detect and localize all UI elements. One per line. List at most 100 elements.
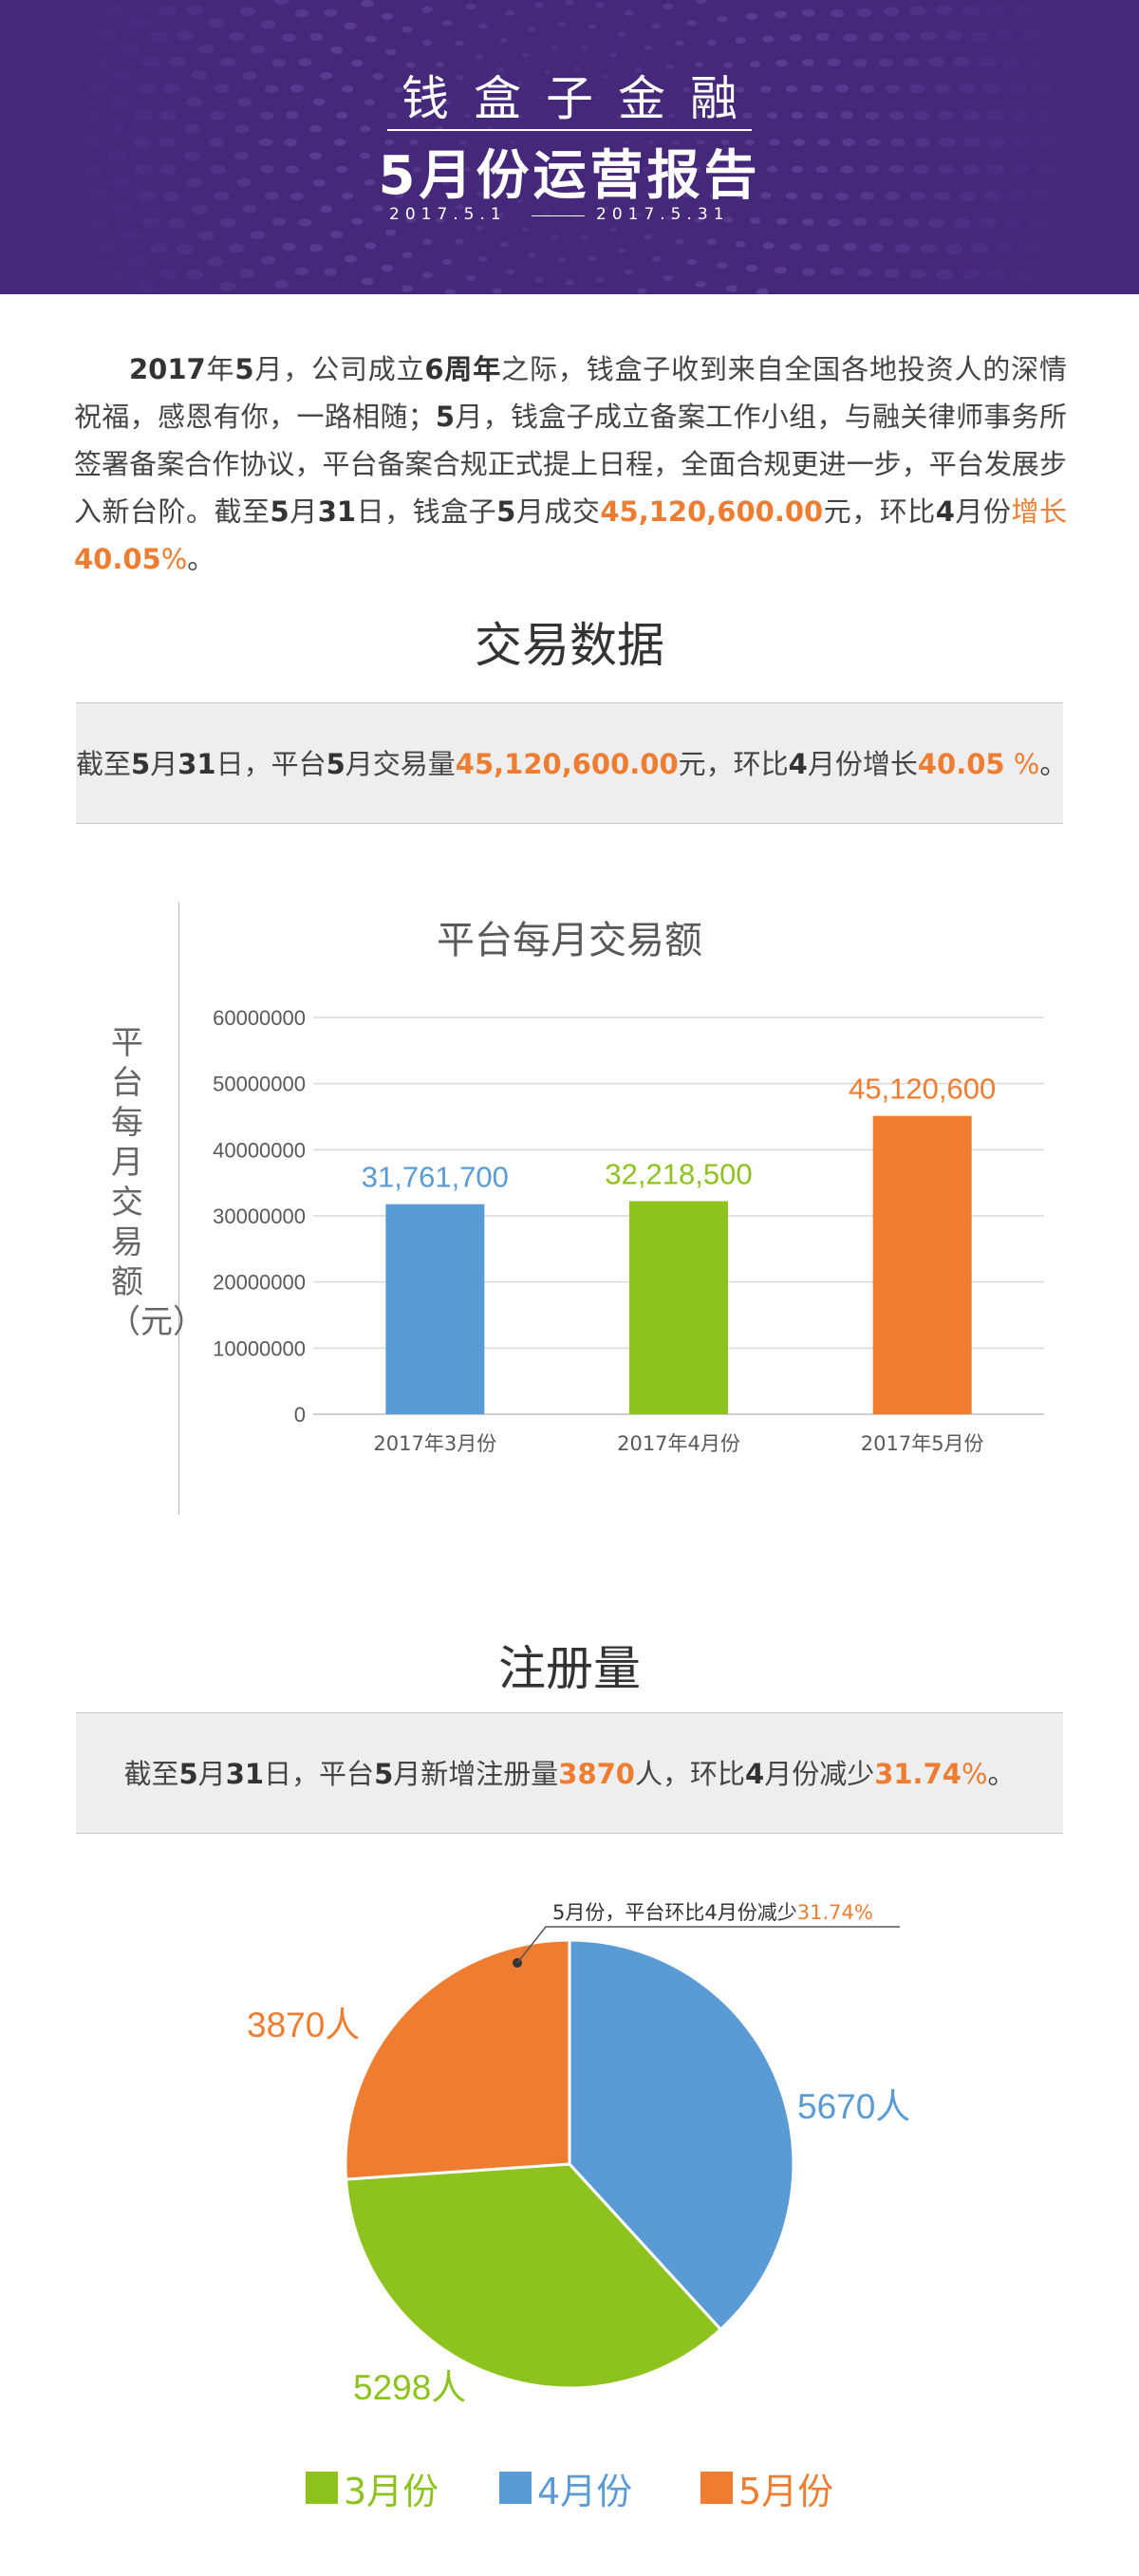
header-dot	[312, 178, 326, 187]
header-dot	[361, 0, 374, 8]
header-dot	[557, 257, 567, 263]
header-dot	[971, 243, 990, 254]
header-dot	[98, 243, 119, 255]
header-dot	[843, 242, 857, 252]
header-dot	[91, 216, 112, 229]
header-dot	[320, 71, 333, 80]
header-dot	[421, 238, 433, 246]
header-dot	[1020, 29, 1041, 42]
header-dot	[625, 269, 634, 275]
header-dot	[868, 243, 885, 252]
bar-y-tick-label: 50000000	[213, 1073, 306, 1096]
header-dot	[444, 289, 456, 294]
header-dot	[717, 262, 728, 270]
header-dot	[767, 112, 778, 120]
header-dot	[888, 111, 905, 121]
header-dot	[840, 111, 854, 120]
header-dot	[903, 217, 920, 228]
header-dot	[394, 192, 404, 198]
header-dot	[696, 140, 705, 145]
header-dot	[567, 192, 572, 196]
brand-name: 钱盒子金融	[401, 71, 762, 126]
header-dot	[495, 67, 504, 73]
header-dot	[617, 31, 626, 37]
header-dot	[706, 39, 718, 47]
header-dot	[137, 84, 156, 95]
header-dot	[551, 234, 558, 240]
header-dot	[360, 125, 371, 133]
header-dot	[134, 163, 153, 175]
header-dot	[324, 9, 337, 17]
header-dot	[883, 269, 900, 278]
header-dot	[98, 29, 119, 42]
header-dot	[401, 285, 413, 292]
header-dot	[114, 69, 134, 82]
header-dot	[405, 216, 417, 223]
header-dot	[852, 217, 868, 227]
bar-2	[872, 1115, 972, 1414]
header-dot	[505, 9, 514, 16]
header-dot	[888, 164, 905, 174]
header-dot	[168, 56, 186, 67]
header-dot	[840, 165, 854, 174]
header-dot	[667, 166, 676, 172]
header-dot	[233, 151, 250, 160]
trade-volume: 45,120,600.00	[455, 748, 679, 780]
intro-paragraph: 2017年5月，公司成立6周年之际，钱盒子收到来自全国各地投资人的深情祝福，感恩…	[74, 353, 1067, 575]
header-dot	[815, 111, 829, 120]
header-dot	[581, 45, 588, 50]
header-dot	[635, 67, 644, 73]
header-dot	[197, 231, 215, 241]
header-dot	[110, 96, 130, 108]
header-dot	[791, 165, 803, 174]
header-dot	[1007, 190, 1027, 202]
bar-0	[385, 1204, 485, 1414]
header-dot	[642, 113, 649, 119]
header-dot	[342, 84, 354, 93]
header-dot	[865, 164, 879, 174]
pie-slice-2	[344, 1938, 571, 2181]
header-dot	[344, 254, 357, 263]
header-dot	[260, 20, 276, 29]
header-dot	[421, 6, 433, 13]
header-dot	[108, 123, 128, 135]
register-summary-band: 截至5月31日，平台5月新增注册量3870人，环比4月份减少31.74%。	[76, 1712, 1063, 1834]
header-dot	[84, 163, 104, 176]
header-dot	[842, 138, 855, 147]
header-dot	[635, 212, 644, 217]
header-dot	[282, 33, 296, 43]
header-dot	[294, 9, 309, 18]
header-dot	[827, 58, 841, 66]
register-decline: 31.74	[874, 1758, 962, 1790]
header-dot	[939, 137, 956, 148]
header-dot	[722, 216, 734, 223]
header-dot	[383, 139, 395, 146]
header-dot	[581, 234, 588, 240]
header-dot	[298, 58, 312, 66]
header-dot	[883, 7, 900, 16]
header-dot	[682, 192, 691, 198]
header-dot	[626, 189, 633, 195]
header-dot	[935, 5, 953, 15]
header-dot	[214, 84, 230, 94]
header-dot	[420, 193, 431, 199]
header-dot	[133, 137, 152, 148]
legend-item-may: 5月份	[700, 2464, 833, 2512]
header-dot	[114, 203, 134, 215]
header-dot	[835, 192, 849, 201]
header-dot	[718, 166, 727, 173]
header-dot	[364, 35, 377, 43]
header-dot	[465, 275, 476, 282]
header-dot	[108, 150, 128, 161]
header-dot	[663, 275, 674, 282]
header-dot	[442, 179, 451, 186]
header-dot	[285, 111, 299, 120]
header-dot	[742, 112, 753, 120]
header-dot	[938, 164, 955, 175]
header-dot	[521, 52, 530, 58]
header-dot	[909, 84, 925, 94]
header-dot	[401, 252, 413, 259]
header-dot	[186, 177, 203, 188]
header-dot	[791, 111, 803, 120]
header-dot	[159, 164, 177, 175]
